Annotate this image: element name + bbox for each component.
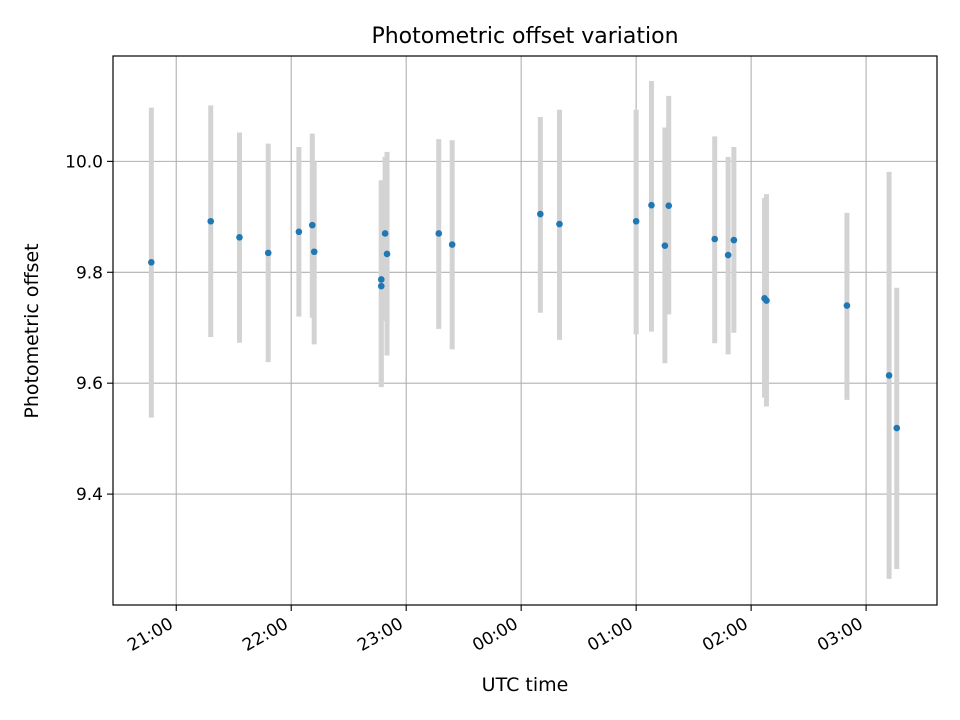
data-point — [435, 230, 443, 237]
data-point — [661, 242, 669, 249]
data-point — [310, 248, 318, 256]
data-point — [893, 424, 901, 432]
y-axis-ticks: 9.4 9.6 9.8 10.0 — [65, 152, 113, 505]
data-point — [843, 302, 851, 309]
chart-title: Photometric offset variation — [371, 24, 678, 49]
plot-frame — [112, 55, 938, 606]
data-point — [537, 210, 544, 218]
data-point — [632, 217, 640, 225]
y-axis-label: Photometric offset — [21, 243, 43, 418]
data-point — [207, 217, 215, 225]
data-point — [665, 202, 673, 210]
data-point — [377, 282, 385, 290]
data-point — [711, 235, 719, 243]
y-tick-label: 9.4 — [76, 485, 103, 505]
data-point — [724, 251, 732, 259]
data-point — [556, 220, 563, 228]
data-point — [236, 234, 243, 241]
data-point — [377, 276, 385, 283]
data-point — [763, 297, 770, 304]
data-point — [648, 201, 655, 209]
data-point — [148, 258, 155, 266]
data-point — [448, 241, 456, 248]
x-axis-label: UTC time — [482, 674, 569, 696]
data-point — [885, 372, 893, 379]
data-point — [308, 221, 316, 229]
y-tick-label: 9.8 — [76, 263, 103, 283]
data-point-layer — [148, 201, 901, 432]
data-point — [295, 228, 303, 236]
data-point — [383, 250, 391, 258]
y-tick-label: 10.0 — [65, 152, 103, 172]
data-point — [264, 249, 272, 257]
data-point — [730, 236, 738, 244]
y-tick-label: 9.6 — [76, 374, 103, 394]
data-point — [381, 230, 389, 237]
